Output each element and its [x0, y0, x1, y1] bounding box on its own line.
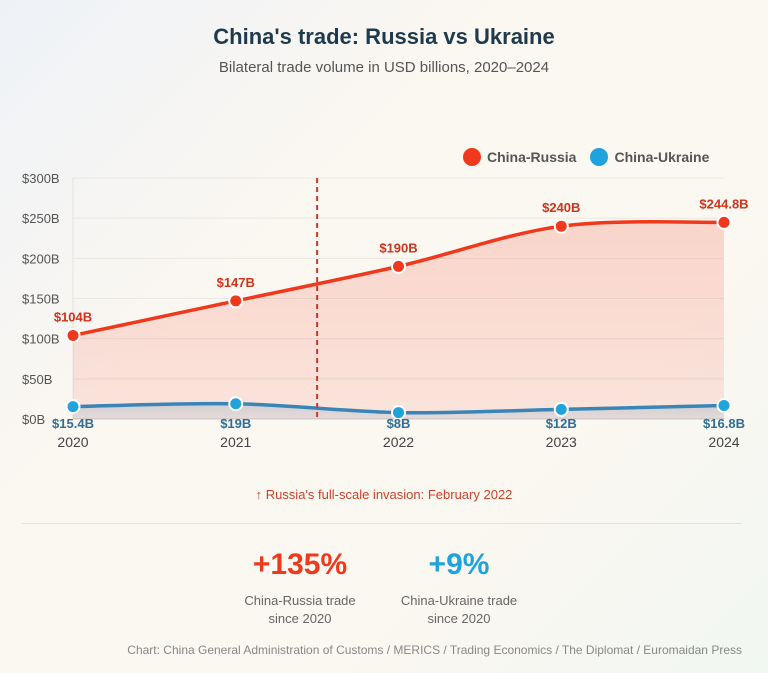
stat-ukraine-label: China-Ukraine trade since 2020 — [400, 593, 518, 626]
russia-point — [553, 218, 569, 234]
stat-ukraine: +9% China-Ukraine trade since 2020 — [384, 548, 534, 628]
russia-point — [391, 258, 406, 274]
russia-point — [228, 293, 244, 309]
russia-point — [65, 327, 81, 343]
russia-area — [73, 221, 724, 419]
legend: China-Russia China-Ukraine — [463, 148, 709, 166]
legend-russia-label: China-Russia — [487, 149, 577, 165]
y-tick-label: $50B — [22, 372, 52, 387]
x-tick-label: 2023 — [546, 434, 577, 450]
y-tick-label: $300B — [22, 171, 60, 186]
x-tick-label: 2020 — [57, 434, 88, 450]
source-note: Chart: China General Administration of C… — [127, 643, 742, 657]
stat-russia-label: China-Russia trade since 2020 — [244, 593, 356, 626]
y-tick-label: $150B — [22, 292, 60, 307]
ukraine-data-label: $8B — [387, 416, 411, 431]
legend-ukraine-label: China-Ukraine — [614, 149, 710, 165]
stat-ukraine-value: +9% — [428, 548, 490, 581]
russia-data-label: $190B — [379, 240, 417, 255]
ukraine-point — [553, 401, 569, 417]
legend-russia-marker-icon — [463, 148, 481, 166]
russia-point — [716, 214, 732, 230]
ukraine-data-label: $19B — [220, 416, 251, 431]
ukraine-data-label: $15.4B — [52, 416, 94, 431]
x-tick-label: 2022 — [383, 434, 414, 450]
russia-data-label: $104B — [54, 309, 92, 324]
divider — [22, 523, 742, 524]
chart-subtitle: Bilateral trade volume in USD billions, … — [218, 59, 550, 76]
stat-russia-value: +135% — [252, 548, 348, 581]
y-tick-label: $0B — [22, 412, 45, 427]
ukraine-data-label: $12B — [546, 416, 577, 431]
y-tick-label: $250B — [22, 211, 60, 226]
y-tick-label: $100B — [22, 332, 60, 347]
ukraine-point — [391, 405, 406, 421]
ukraine-point — [228, 396, 244, 412]
x-tick-label: 2024 — [708, 434, 739, 450]
legend-item-ukraine[interactable]: China-Ukraine — [590, 148, 709, 166]
stat-russia: +135% China-Russia trade since 2020 — [225, 548, 375, 628]
ukraine-point — [716, 398, 732, 414]
chart-title: China's trade: Russia vs Ukraine — [213, 24, 555, 49]
legend-ukraine-marker-icon — [590, 148, 609, 166]
y-tick-label: $200B — [22, 251, 60, 266]
russia-data-label: $244.8B — [699, 196, 748, 211]
x-tick-label: 2021 — [220, 434, 251, 450]
invasion-annotation: ↑ Russia's full-scale invasion: February… — [255, 487, 513, 502]
russia-data-label: $240B — [542, 200, 580, 215]
ukraine-point — [65, 399, 81, 415]
russia-data-label: $147B — [217, 275, 255, 290]
legend-item-russia[interactable]: China-Russia — [463, 148, 576, 166]
ukraine-data-label: $16.8B — [703, 416, 745, 431]
